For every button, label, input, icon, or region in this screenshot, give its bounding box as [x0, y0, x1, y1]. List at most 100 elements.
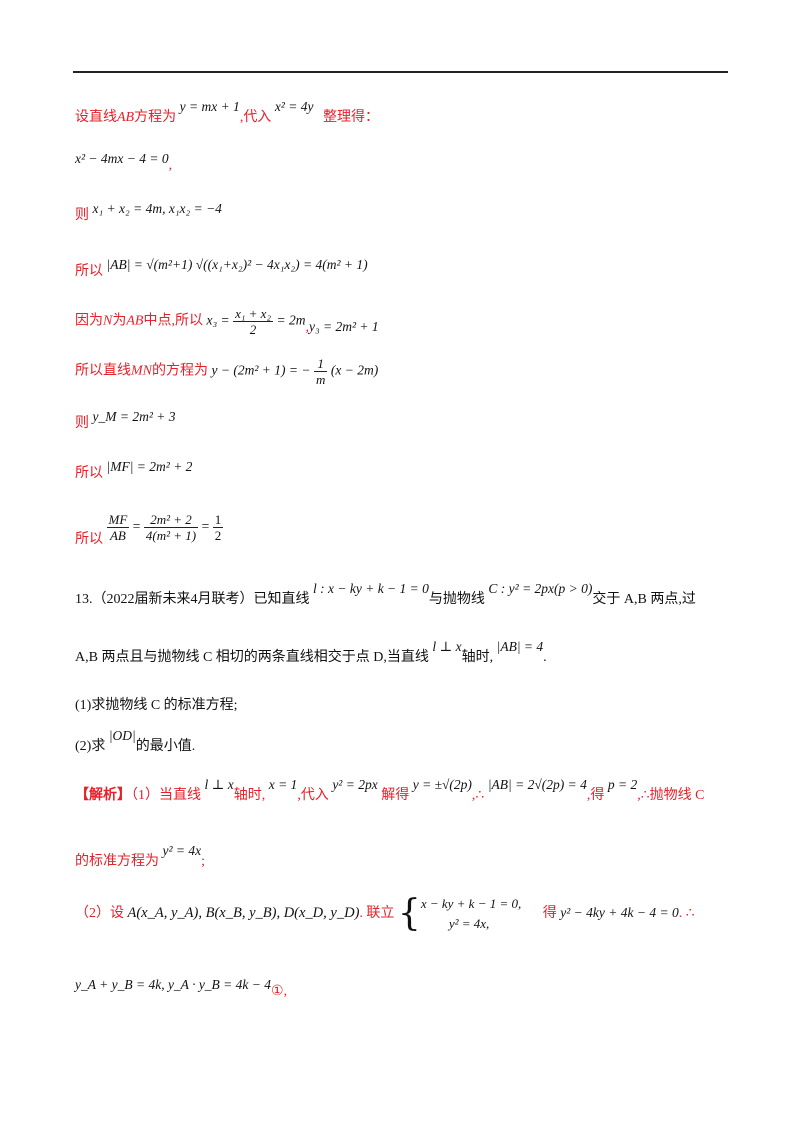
text: 所以 — [75, 531, 103, 547]
numerator: 1 — [313, 356, 328, 372]
line-mf: 所以 |MF| = 2m² + 2 — [75, 458, 193, 481]
solution-line1: 【解析】（1）当直线 l ⊥ x轴时, x = 1,代入 y² = 2px 解得… — [75, 777, 705, 805]
formula: l ⊥ x — [432, 639, 462, 654]
text: (1)求抛物线 C 的标准方程; — [75, 698, 238, 713]
solution-line4: y_A + y_B = 4k, y_A · y_B = 4k − 4①, — [75, 976, 287, 999]
text: 中点,所以 — [143, 313, 203, 329]
equation-system: x − ky + k − 1 = 0, y² = 4x, — [421, 894, 521, 934]
fraction: x₁ + x₂ 2 — [233, 306, 273, 337]
text: 的最小值. — [135, 739, 196, 754]
formula: x² = 4y — [274, 99, 314, 114]
denominator: 2 — [249, 322, 257, 337]
formula: A(x_A, y_A), B(x_B, y_B), D(x_D, y_D) — [127, 905, 360, 922]
text: A,B 两点且与抛物线 C 相切的两条直线相交于点 D,当直线 — [75, 650, 429, 665]
denominator: AB — [109, 528, 126, 543]
denominator: 2 — [214, 528, 222, 543]
fraction: MF AB — [106, 512, 130, 543]
line-ab-equation: 设直线AB方程为 y = mx + 1,代入 x² = 4y 整理得： — [75, 99, 379, 127]
numerator: MF — [106, 512, 130, 528]
text: 方程为 — [134, 110, 177, 125]
text: ,得 — [586, 788, 605, 803]
question-13-part1: (1)求抛物线 C 的标准方程; — [75, 697, 238, 715]
text: 与抛物线 — [428, 592, 485, 607]
text: N — [103, 313, 113, 329]
formula: y_A + y_B = 4k, y_A · y_B = 4k − 4 — [75, 977, 272, 992]
formula: C : y² = 2px(p > 0) — [488, 581, 593, 596]
line-ym: 则 y_M = 2m² + 3 — [75, 408, 176, 431]
text: , — [305, 319, 309, 335]
formula: p = 2 — [607, 777, 638, 792]
formula: |AB| = 2√(2p) = 4 — [487, 777, 587, 792]
formula: l ⊥ x — [204, 777, 234, 792]
system-row: y² = 4x, — [448, 916, 490, 931]
brace-icon: { — [397, 893, 421, 934]
text: （1）当直线 — [131, 788, 201, 803]
solution-line2: 的标准方程为 y² = 4x; — [75, 843, 205, 871]
formula: |AB| = 4 — [496, 639, 544, 654]
text: 则 — [75, 416, 89, 431]
formula: y − (2m² + 1) = − — [211, 362, 311, 378]
system-row: x − ky + k − 1 = 0, — [420, 896, 522, 911]
formula: |OD| — [108, 728, 136, 743]
text: , — [168, 158, 173, 173]
question-number: 13. — [75, 592, 93, 607]
text: 则 — [75, 208, 89, 223]
formula: |MF| = 2m² + 2 — [106, 459, 193, 474]
line-quadratic: x² − 4mx − 4 = 0, — [75, 150, 172, 173]
formula: y = mx + 1 — [179, 99, 240, 114]
formula: x₃ = — [206, 312, 230, 328]
text: （2022届新未来4月联考）已知直线 — [92, 592, 310, 607]
formula: = — [201, 518, 210, 534]
text: 所以 — [75, 264, 103, 279]
text: 的方程为 — [152, 363, 208, 379]
text: 整理得： — [322, 110, 379, 125]
numerator: x₁ + x₂ — [233, 306, 273, 322]
text: AB — [126, 313, 144, 329]
question-13-part2: (2)求 |OD|的最小值. — [75, 728, 196, 756]
formula: l : x − ky + k − 1 = 0 — [313, 581, 429, 596]
text: AB — [117, 110, 135, 125]
numerator: 1 — [212, 512, 224, 528]
text: 解得 — [381, 788, 410, 803]
formula: (x − 2m) — [330, 362, 379, 378]
formula: = — [132, 518, 141, 534]
line-midpoint: 因为N为AB中点,所以 x₃ = x₁ + x₂ 2 = 2m,y₃ = 2m² … — [75, 306, 379, 337]
numerator: 2m² + 2 — [143, 512, 199, 528]
formula: = 2m — [276, 312, 306, 328]
question-13-line2: A,B 两点且与抛物线 C 相切的两条直线相交于点 D,当直线 l ⊥ x轴时,… — [75, 639, 547, 667]
header-rule — [73, 71, 728, 73]
formula: y = ±√(2p) — [412, 777, 472, 792]
formula: x² − 4mx − 4 = 0 — [75, 151, 169, 166]
text: (2)求 — [75, 739, 106, 754]
formula: y² − 4ky + 4k − 4 = 0 — [560, 905, 679, 921]
text: ,∴抛物线 C — [637, 788, 705, 803]
text: 为 — [112, 313, 127, 329]
formula: y_M = 2m² + 3 — [92, 409, 176, 424]
text: 得 — [542, 906, 557, 922]
formula: y² = 4x — [162, 843, 202, 858]
line-ab-length: 所以 |AB| = √(m²+1) √((x₁+x₂)² − 4x₁x₂) = … — [75, 256, 368, 279]
solution-line3: （2）设 A(x_A, y_A), B(x_B, y_B), D(x_D, y_… — [75, 894, 695, 934]
formula: x = 1 — [268, 777, 298, 792]
text: 轴时, — [233, 788, 266, 803]
text: 的标准方程为 — [75, 854, 159, 869]
text: （2）设 — [75, 906, 124, 922]
denominator: 4(m² + 1) — [145, 528, 197, 543]
text: 轴时, — [461, 650, 494, 665]
formula: y² = 2px — [332, 777, 378, 792]
text: . ∴ — [678, 906, 695, 922]
text: ,∴ — [471, 788, 485, 803]
text: 所以 — [75, 466, 103, 481]
text: 交于 A,B 两点,过 — [592, 592, 696, 607]
text: 设直线 — [75, 110, 117, 125]
formula: |AB| = √(m²+1) √((x₁+x₂)² − 4x₁x₂) = 4(m… — [106, 257, 368, 272]
fraction: 2m² + 2 4(m² + 1) — [143, 512, 199, 543]
text: 所以直线 — [75, 363, 131, 379]
text: ,代入 — [297, 788, 329, 803]
question-13-line1: 13.（2022届新未来4月联考）已知直线 l : x − ky + k − 1… — [75, 581, 696, 609]
solution-tag: 【解析】 — [75, 788, 131, 803]
